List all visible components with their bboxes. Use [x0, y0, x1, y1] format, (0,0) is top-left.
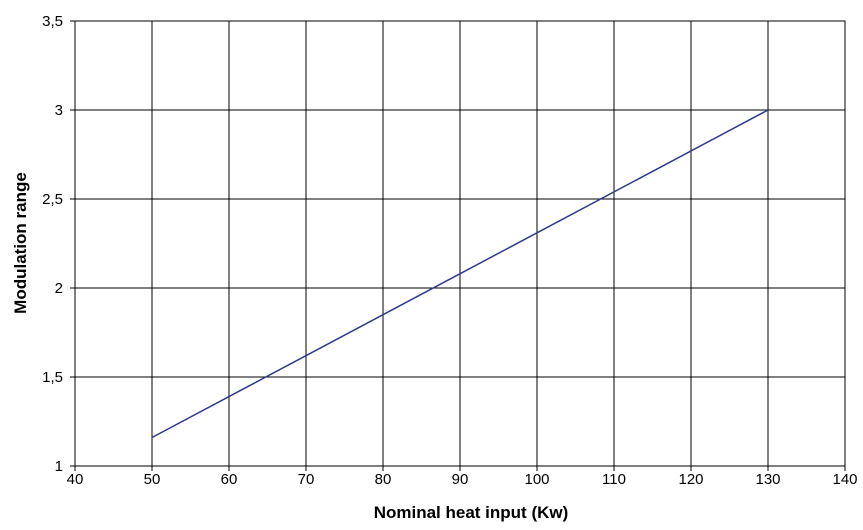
x-axis-ticks: 40 50 60 70 80 90 100 110 120 130 140	[67, 466, 858, 488]
y-axis-ticks: 1 1,5 2 2,5 3 3,5	[42, 13, 75, 475]
x-tick-label: 130	[755, 471, 780, 488]
series-line	[151, 109, 769, 439]
y-tick-label: 1,5	[42, 369, 63, 386]
grid	[74, 20, 846, 467]
x-axis-title: Nominal heat input (Kw)	[374, 503, 569, 522]
y-axis-title: Modulation range	[11, 172, 30, 314]
y-tick-label: 2	[55, 280, 63, 297]
x-tick-label: 50	[144, 471, 161, 488]
x-tick-label: 140	[832, 471, 857, 488]
x-tick-label: 40	[67, 471, 84, 488]
series-layer	[151, 109, 769, 439]
x-tick-label: 70	[298, 471, 315, 488]
y-tick-label: 1	[55, 458, 63, 475]
y-tick-label: 3,5	[42, 13, 63, 30]
x-tick-label: 100	[524, 471, 549, 488]
x-tick-label: 80	[375, 471, 392, 488]
x-tick-label: 90	[452, 471, 469, 488]
y-tick-label: 2,5	[42, 191, 63, 208]
x-tick-label: 60	[221, 471, 238, 488]
x-tick-label: 110	[602, 471, 626, 488]
y-tick-label: 3	[55, 102, 63, 119]
x-tick-label: 120	[678, 471, 703, 488]
